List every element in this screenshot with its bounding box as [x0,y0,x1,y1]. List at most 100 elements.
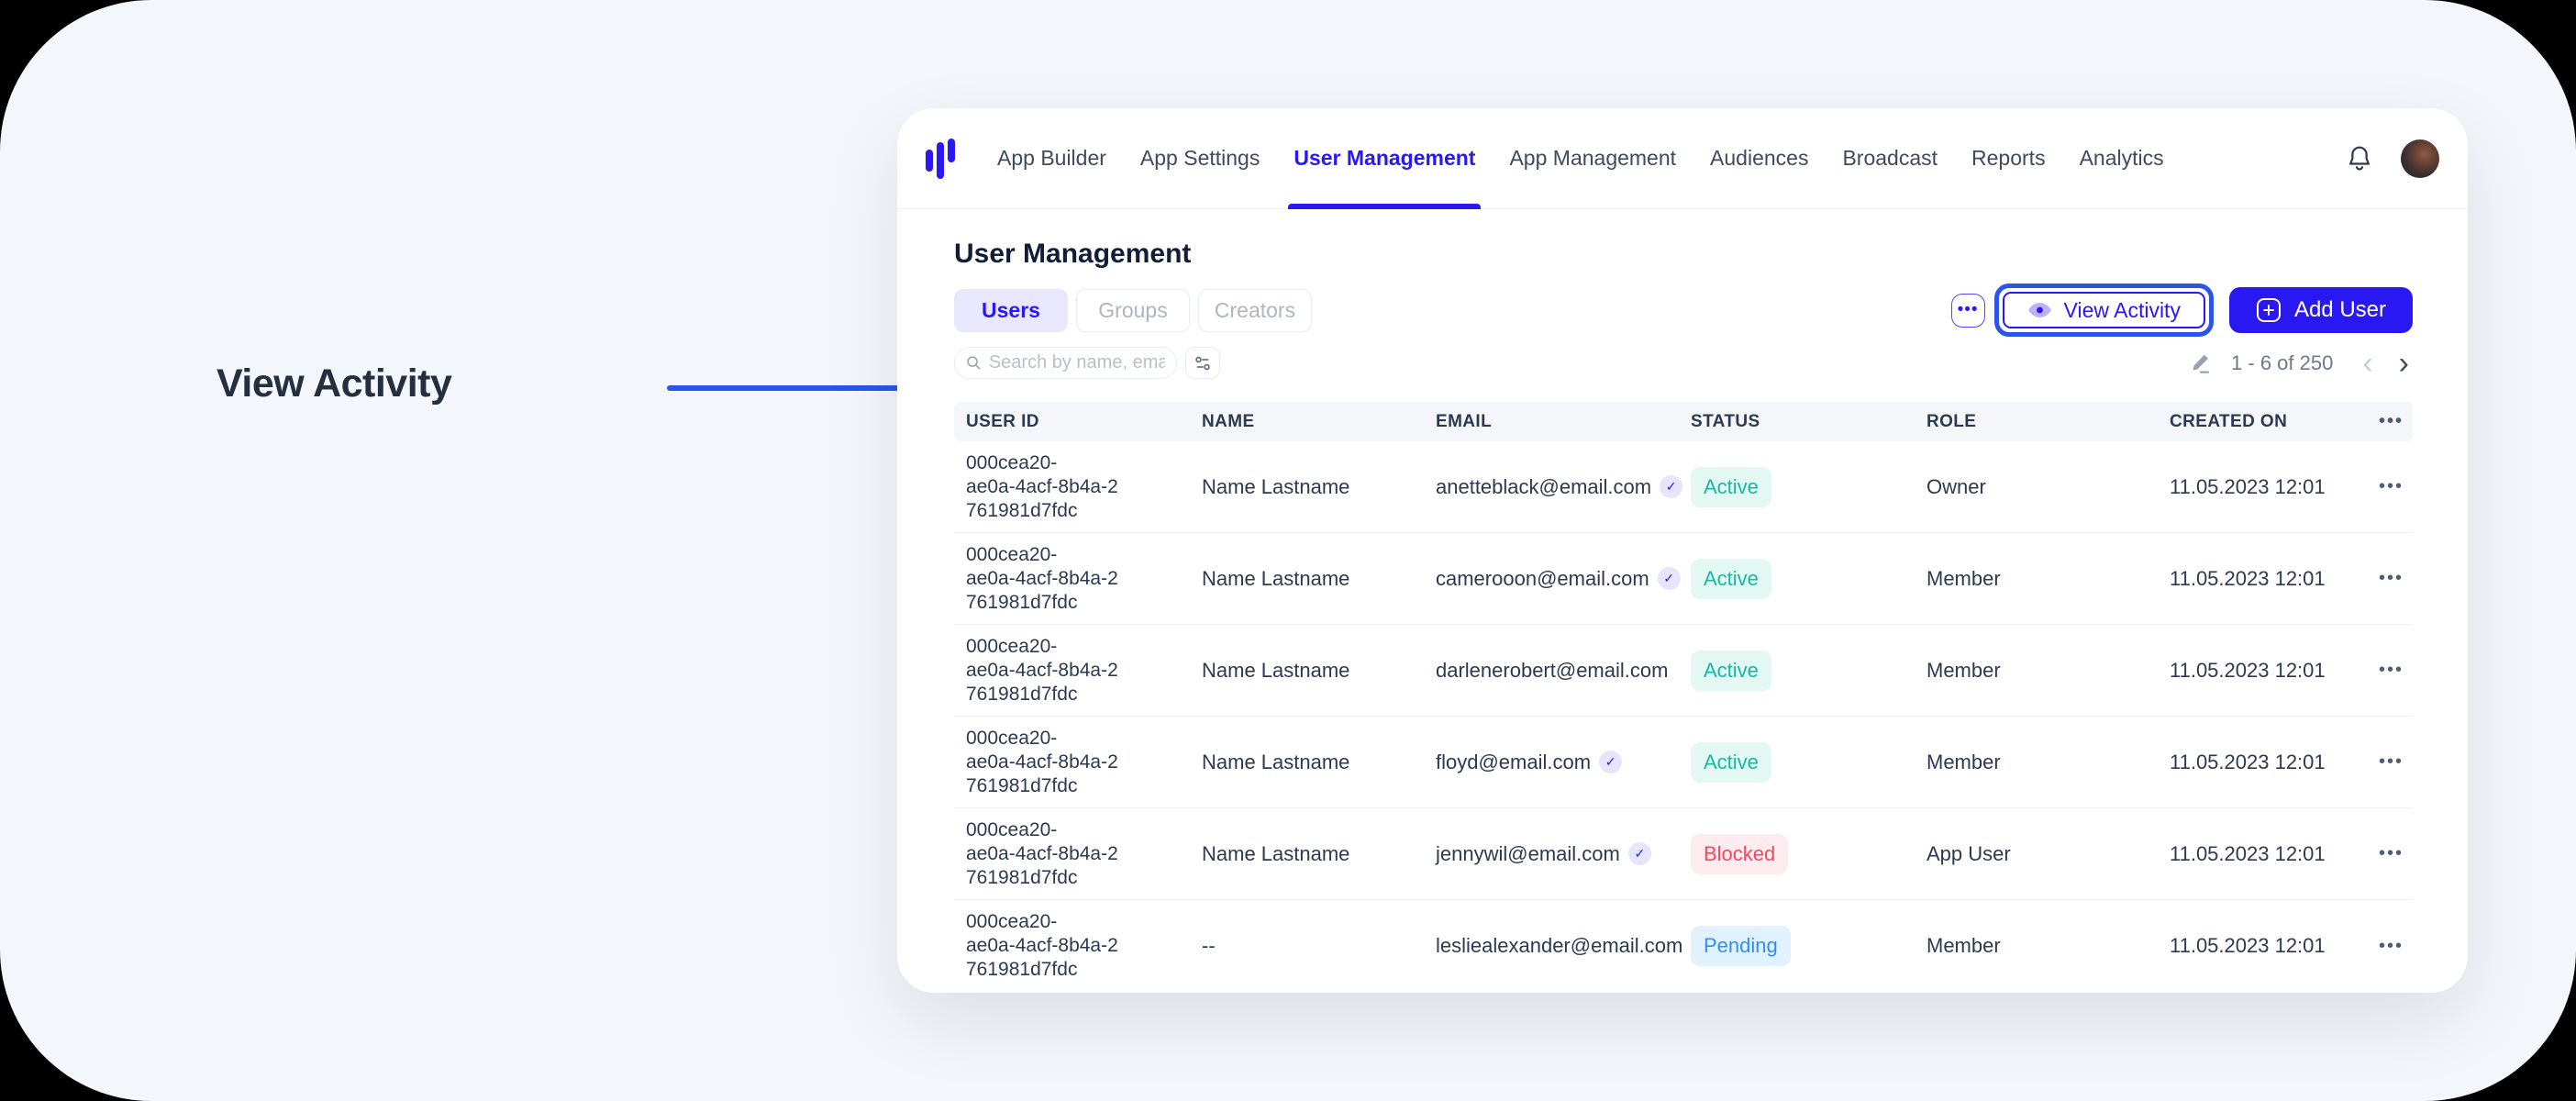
email-verified-icon: ✓ [1599,751,1623,773]
row-menu-button[interactable]: ••• [2379,568,2404,588]
cell-name: Name Lastname [1202,566,1350,590]
eye-icon [2027,303,2051,317]
more-actions-button[interactable]: ••• [1950,293,1985,328]
previous-page-button[interactable]: ‹ [2359,348,2376,379]
cell-email: jennywil@email.com ✓ [1424,842,1679,866]
cell-status: Blocked [1679,833,1915,874]
app-window: App Builder App Settings User Management… [897,108,2468,993]
cell-user-id: 000cea20- ae0a-4acf-8b4a-2 761981d7fdc [966,543,1118,613]
cell-email: floyd@email.com ✓ [1424,751,1679,774]
row-menu-button[interactable]: ••• [2379,476,2404,496]
cell-user-id: 000cea20- ae0a-4acf-8b4a-2 761981d7fdc [966,911,1118,980]
nav-item-analytics[interactable]: Analytics [2079,146,2164,170]
row-menu-button[interactable]: ••• [2379,751,2404,772]
cell-status: Active [1679,558,1915,599]
search-input[interactable] [988,352,1165,373]
table-row[interactable]: 000cea20- ae0a-4acf-8b4a-2 761981d7fdc N… [954,808,2413,900]
user-avatar[interactable] [2401,139,2439,178]
table-row[interactable]: 000cea20- ae0a-4acf-8b4a-2 761981d7fdc N… [954,717,2413,808]
add-user-label: Add User [2293,297,2386,322]
cell-role: Member [1926,750,2001,773]
status-badge: Active [1691,741,1771,783]
col-header-created-on: CREATED ON [2170,411,2288,431]
top-navigation-bar: App Builder App Settings User Management… [897,108,2468,209]
main-nav: App Builder App Settings User Management… [997,108,2164,209]
status-badge: Active [1691,558,1771,599]
cell-user-id: 000cea20- ae0a-4acf-8b4a-2 761981d7fdc [966,727,1118,796]
cell-name: -- [1202,934,1216,957]
search-icon [967,356,981,370]
tab-creators[interactable]: Creators [1198,288,1312,332]
cell-role: Member [1926,934,2001,957]
view-activity-button[interactable]: View Activity [2002,292,2205,328]
view-activity-label: View Activity [2063,297,2181,322]
app-logo-icon[interactable] [926,136,962,182]
edit-pencil-icon[interactable] [2189,351,2213,375]
table-row[interactable]: 000cea20- ae0a-4acf-8b4a-2 761981d7fdc N… [954,533,2413,625]
pagination: 1 - 6 of 250 ‹ › [2189,348,2413,379]
email-verified-icon: ✓ [1657,567,1681,590]
nav-item-app-builder[interactable]: App Builder [997,146,1106,170]
table-row[interactable]: 000cea20- ae0a-4acf-8b4a-2 761981d7fdc N… [954,441,2413,533]
row-menu-button[interactable]: ••• [2379,843,2404,863]
filter-button[interactable] [1185,347,1220,379]
search-box [954,347,1177,379]
column-menu-button[interactable]: ••• [2379,411,2404,431]
row-menu-button[interactable]: ••• [2379,935,2404,956]
main-content: User Management Users Groups Creators ••… [897,239,2468,992]
status-badge: Blocked [1691,833,1789,874]
cell-name: Name Lastname [1202,841,1350,865]
cell-email: lesliealexander@email.com ✓ [1436,934,1683,957]
next-page-button[interactable]: › [2395,348,2413,379]
cell-created-on: 11.05.2023 12:01 [2170,474,2326,498]
add-user-button[interactable]: Add User [2228,287,2413,333]
cell-created-on: 11.05.2023 12:01 [2170,841,2326,865]
col-header-name: NAME [1202,411,1255,431]
nav-item-app-management[interactable]: App Management [1509,146,1677,170]
notifications-bell-icon[interactable] [2346,144,2373,173]
nav-item-audiences[interactable]: Audiences [1710,146,1809,170]
email-verified-icon: ✓ [1660,475,1683,498]
tab-groups[interactable]: Groups [1076,288,1190,332]
plus-icon [2256,298,2281,322]
nav-item-app-settings[interactable]: App Settings [1139,146,1260,170]
status-badge: Active [1691,466,1771,507]
cell-status: Pending [1679,926,1915,966]
header-actions: ••• View Activity [1950,284,2413,337]
cell-user-id: 000cea20- ae0a-4acf-8b4a-2 761981d7fdc [966,818,1118,888]
cell-role: App User [1926,841,2011,865]
cell-created-on: 11.05.2023 12:01 [2170,934,2326,957]
nav-item-broadcast[interactable]: Broadcast [1842,146,1938,170]
nav-item-user-management[interactable]: User Management [1288,108,1482,209]
nav-item-reports[interactable]: Reports [1971,146,2046,170]
cell-user-id: 000cea20- ae0a-4acf-8b4a-2 761981d7fdc [966,635,1118,705]
users-table: USER ID NAME EMAIL STATUS ROLE CREATED O… [954,402,2413,992]
cell-email: camerooon@email.com ✓ [1424,567,1681,591]
table-body: 000cea20- ae0a-4acf-8b4a-2 761981d7fdc N… [954,441,2413,992]
col-header-role: ROLE [1926,411,1977,431]
cell-status: Active [1679,650,1915,691]
topbar-right [2346,139,2439,178]
cell-role: Member [1926,566,2001,590]
annotation-label: View Activity [217,361,452,406]
cell-email: anetteblack@email.com ✓ [1424,475,1683,499]
sliders-icon [1195,356,1210,370]
cell-name: Name Lastname [1202,658,1350,682]
row-menu-button[interactable]: ••• [2379,660,2404,680]
entity-tabs: Users Groups Creators [954,288,1312,332]
table-row[interactable]: 000cea20- ae0a-4acf-8b4a-2 761981d7fdc -… [954,900,2413,992]
cell-status: Active [1679,741,1915,783]
table-row[interactable]: 000cea20- ae0a-4acf-8b4a-2 761981d7fdc N… [954,625,2413,717]
cell-status: Active [1679,466,1915,507]
col-header-user-id: USER ID [966,411,1039,431]
cell-name: Name Lastname [1202,750,1350,773]
cell-name: Name Lastname [1202,474,1350,498]
pagination-range: 1 - 6 of 250 [2231,350,2334,374]
annotation-highlight-ring: View Activity [1993,284,2214,337]
table-header-row: USER ID NAME EMAIL STATUS ROLE CREATED O… [954,402,2413,441]
status-badge: Active [1691,650,1771,691]
tab-users[interactable]: Users [954,288,1068,332]
cell-role: Owner [1926,474,1986,498]
email-verified-icon: ✓ [1627,842,1651,865]
